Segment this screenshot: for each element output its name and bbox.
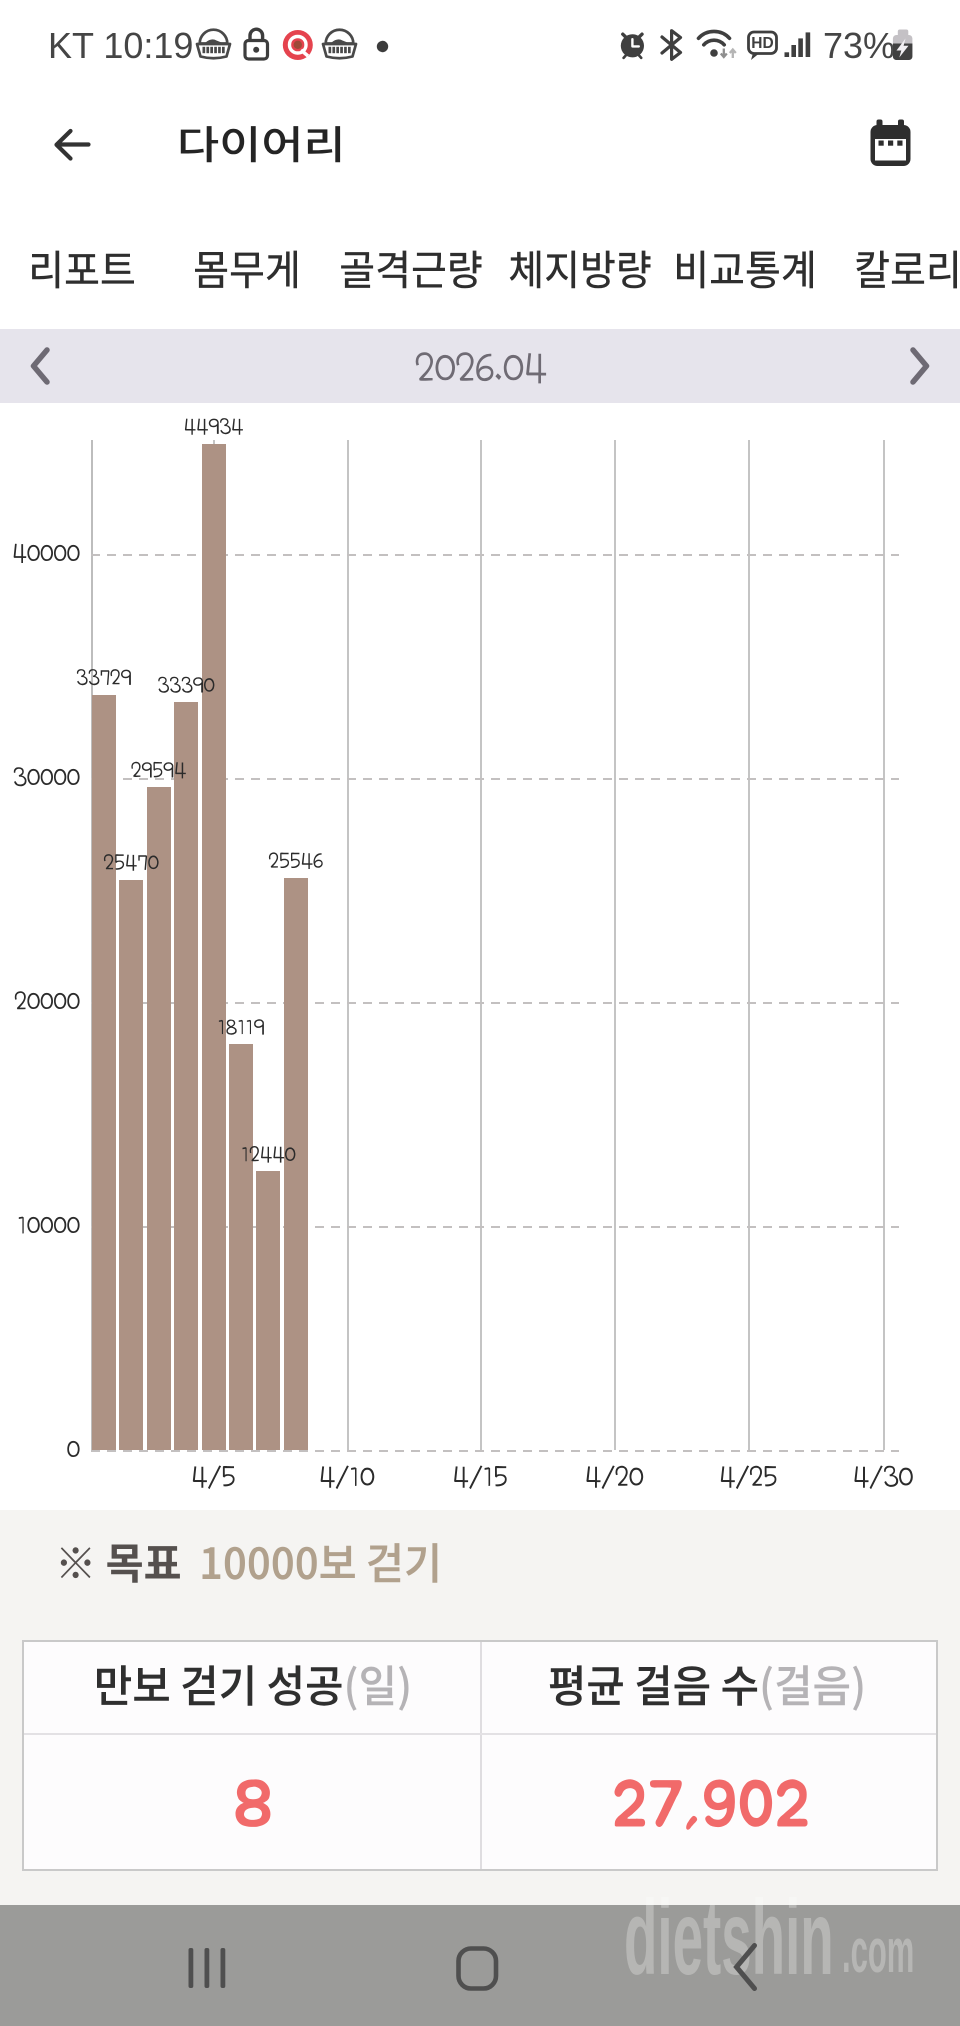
svg-text:HD: HD [751, 35, 773, 52]
